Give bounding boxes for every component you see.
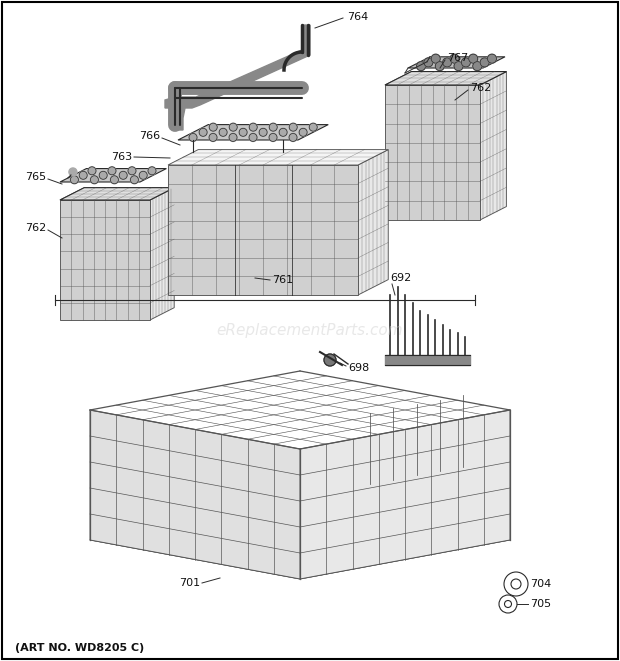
Text: 761: 761 (272, 275, 293, 285)
Circle shape (443, 58, 451, 67)
Circle shape (119, 171, 127, 179)
Polygon shape (60, 200, 150, 320)
Text: 764: 764 (347, 12, 368, 22)
Polygon shape (90, 501, 510, 579)
Circle shape (229, 123, 237, 131)
Circle shape (299, 128, 307, 136)
Polygon shape (385, 71, 507, 85)
Circle shape (140, 171, 147, 179)
Circle shape (91, 176, 99, 184)
Circle shape (279, 128, 287, 136)
Circle shape (219, 128, 227, 136)
Circle shape (148, 167, 156, 175)
Circle shape (324, 354, 336, 366)
Circle shape (209, 123, 217, 131)
Circle shape (259, 128, 267, 136)
Circle shape (99, 171, 107, 179)
Circle shape (289, 123, 297, 131)
Text: 767: 767 (447, 53, 468, 63)
Polygon shape (60, 188, 174, 200)
Circle shape (461, 58, 471, 67)
Circle shape (450, 54, 459, 63)
Circle shape (209, 134, 217, 141)
Circle shape (469, 54, 477, 63)
Text: 766: 766 (139, 131, 160, 141)
Polygon shape (385, 85, 480, 220)
Circle shape (269, 134, 277, 141)
Circle shape (239, 128, 247, 136)
Circle shape (229, 134, 237, 141)
Circle shape (417, 61, 425, 71)
Circle shape (130, 176, 138, 184)
Circle shape (487, 54, 497, 63)
Circle shape (69, 168, 77, 176)
Polygon shape (150, 188, 174, 320)
Polygon shape (168, 149, 388, 165)
Text: 765: 765 (25, 172, 46, 182)
Circle shape (108, 167, 116, 175)
Polygon shape (385, 355, 470, 365)
Circle shape (249, 123, 257, 131)
Circle shape (128, 167, 136, 175)
Circle shape (431, 54, 440, 63)
Polygon shape (408, 57, 505, 68)
Circle shape (269, 123, 277, 131)
Circle shape (309, 123, 317, 131)
Circle shape (454, 61, 463, 71)
Circle shape (480, 58, 489, 67)
Text: 692: 692 (390, 273, 411, 283)
Polygon shape (480, 71, 507, 220)
Polygon shape (300, 410, 510, 579)
Polygon shape (168, 165, 358, 295)
Circle shape (473, 61, 482, 71)
Text: eReplacementParts.com: eReplacementParts.com (216, 323, 404, 338)
Polygon shape (165, 25, 310, 130)
Text: 698: 698 (348, 363, 370, 373)
Circle shape (71, 176, 78, 184)
Text: (ART NO. WD8205 C): (ART NO. WD8205 C) (15, 643, 144, 653)
Circle shape (289, 134, 297, 141)
Circle shape (79, 171, 87, 179)
Polygon shape (60, 188, 174, 200)
Text: 701: 701 (179, 578, 200, 588)
Circle shape (189, 134, 197, 141)
Circle shape (424, 58, 433, 67)
Circle shape (88, 167, 96, 175)
Polygon shape (358, 149, 388, 295)
Polygon shape (385, 71, 507, 85)
Polygon shape (90, 410, 300, 579)
Text: 705: 705 (530, 599, 551, 609)
Text: 763: 763 (111, 152, 132, 162)
Text: 762: 762 (25, 223, 46, 233)
Circle shape (199, 128, 207, 136)
Polygon shape (178, 125, 328, 140)
Polygon shape (60, 169, 166, 182)
Circle shape (435, 61, 445, 71)
Circle shape (249, 134, 257, 141)
Text: 762: 762 (470, 83, 491, 93)
Text: 704: 704 (530, 579, 551, 589)
Circle shape (110, 176, 118, 184)
